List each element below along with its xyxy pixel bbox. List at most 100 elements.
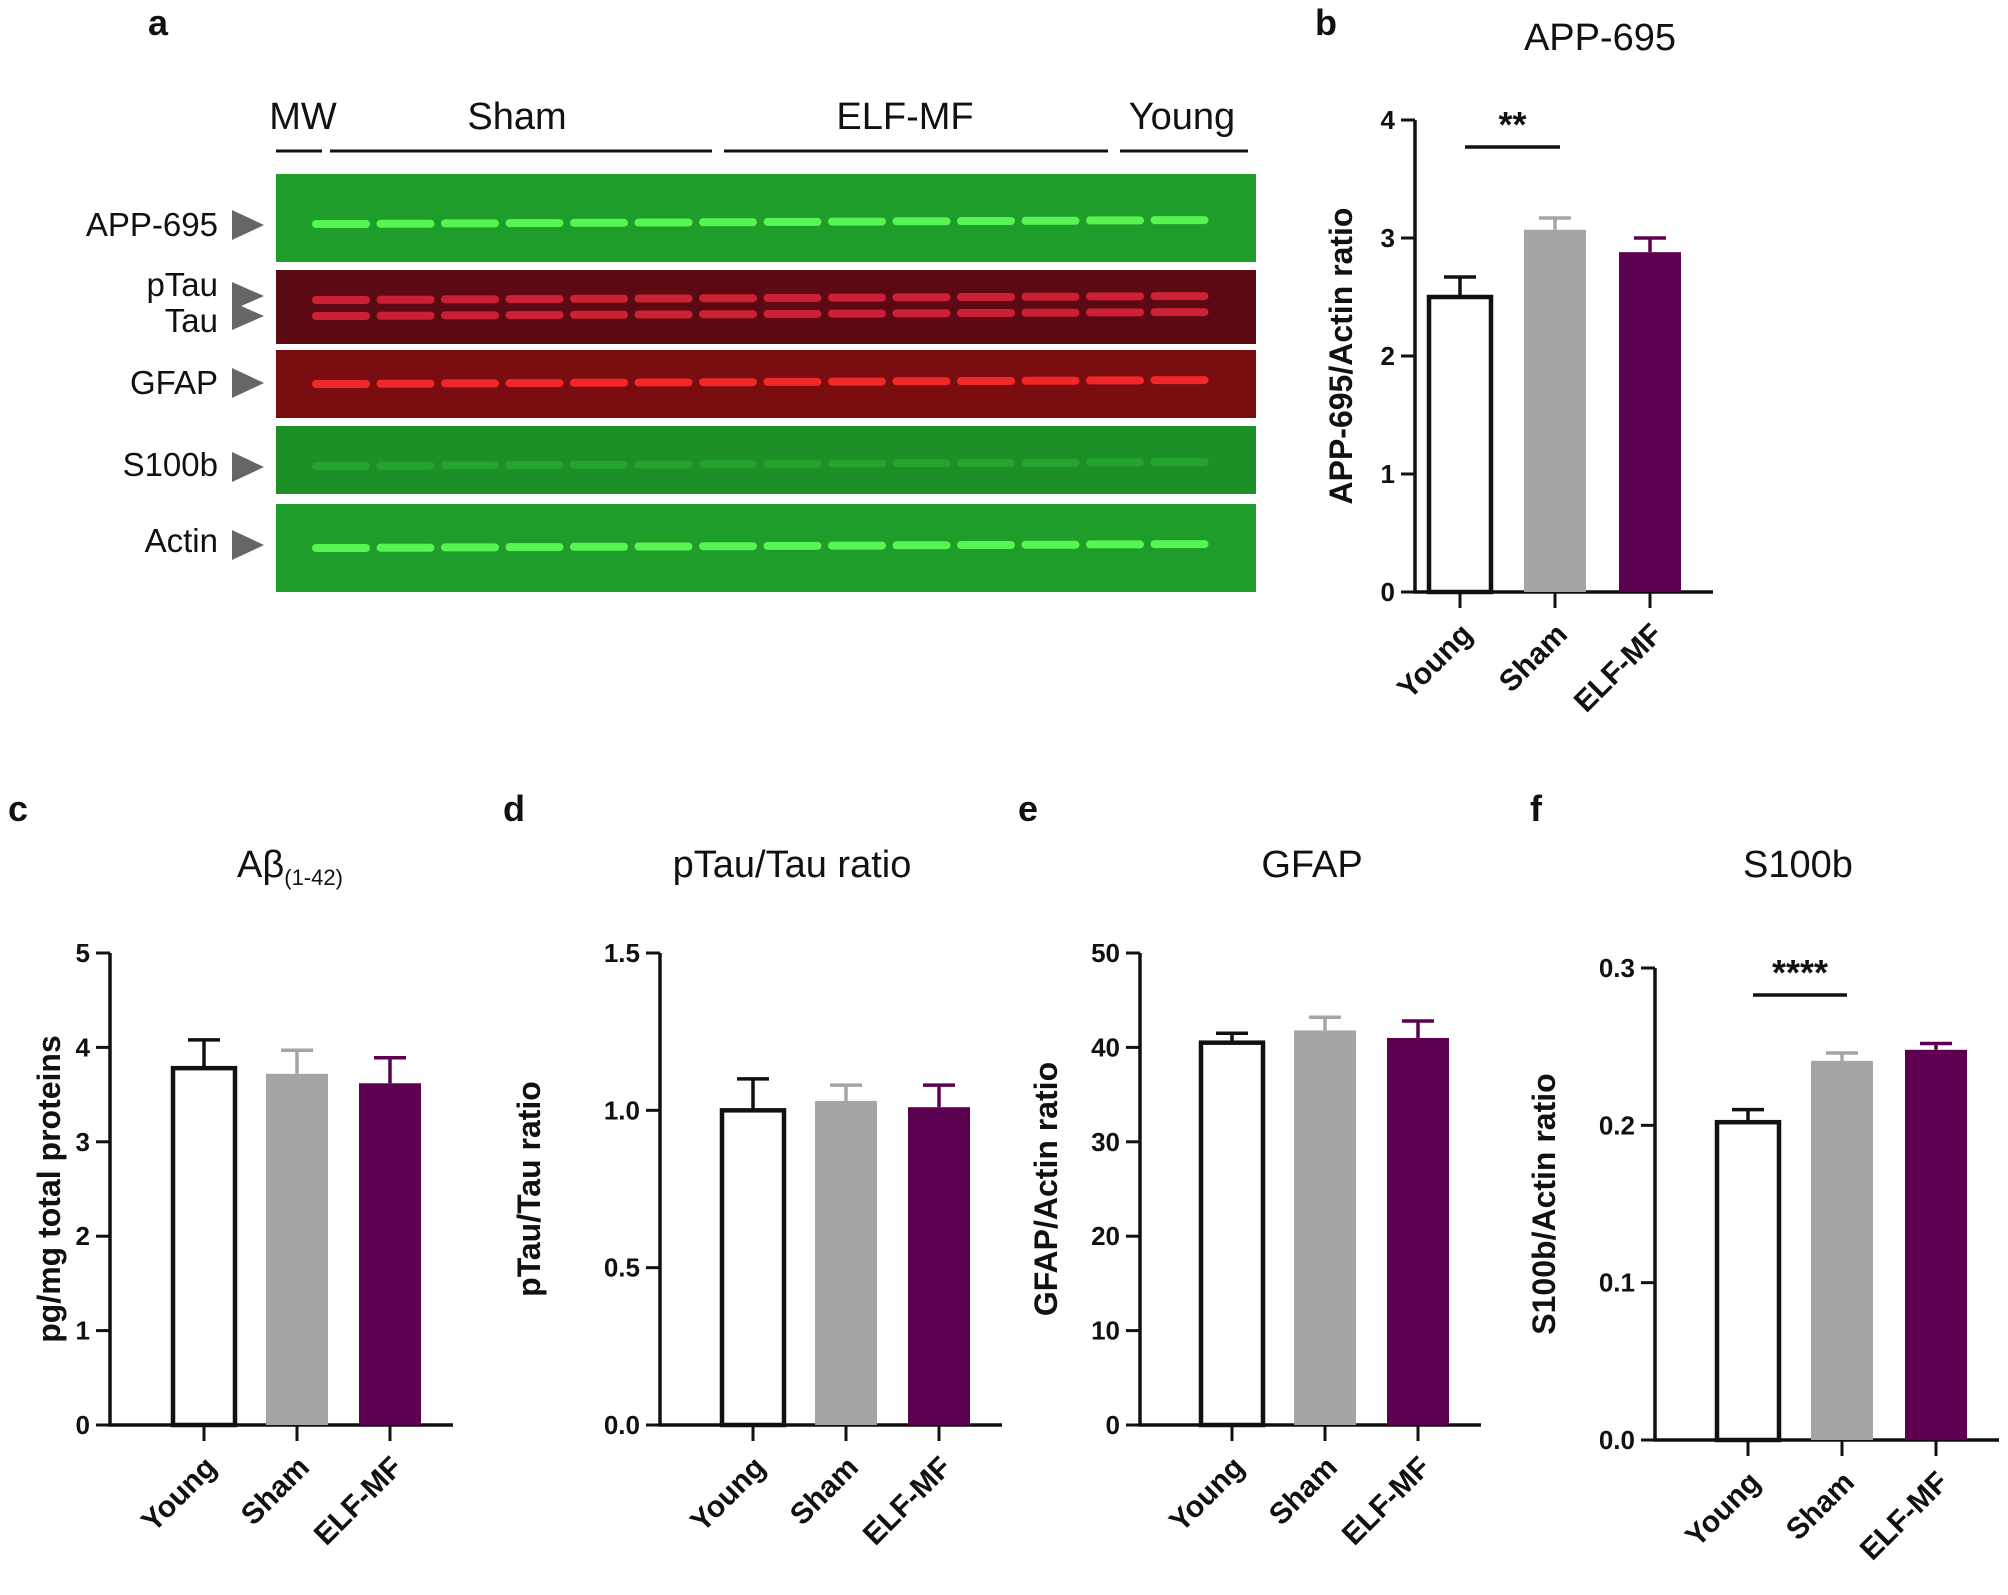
blot-band xyxy=(828,309,886,318)
blot-label-gfap: GFAP xyxy=(129,364,218,401)
blot-band xyxy=(1150,458,1209,467)
blot-band xyxy=(699,310,757,319)
x-tick-label: Young xyxy=(1391,618,1479,706)
y-tick-label: 1 xyxy=(1381,459,1395,489)
bar-sham xyxy=(815,1100,877,1425)
x-tick-label: ELF-MF xyxy=(857,1451,958,1552)
blot-band xyxy=(957,541,1015,549)
blot-band xyxy=(634,542,693,551)
blot-band xyxy=(376,543,435,552)
blot-band xyxy=(441,311,499,320)
blot-band xyxy=(892,377,951,386)
blot-band xyxy=(312,220,370,228)
bar-young xyxy=(1714,1119,1782,1443)
blot-band xyxy=(505,295,564,304)
y-tick-label: 0.0 xyxy=(604,1410,640,1440)
blot-label-tau: Tau xyxy=(164,302,218,339)
blot-band xyxy=(1086,458,1144,467)
blot-band xyxy=(441,219,499,228)
y-tick-label: 40 xyxy=(1091,1032,1120,1062)
chart-title: pTau/Tau ratio xyxy=(673,844,912,886)
y-axis-label: S100b/Actin ratio xyxy=(1526,1073,1562,1334)
blot-band xyxy=(957,377,1015,385)
blot-band xyxy=(957,309,1015,317)
blot-group-sham: Sham xyxy=(467,96,567,138)
blot-band xyxy=(312,544,370,552)
bar-sham xyxy=(1811,1060,1873,1440)
blot-band xyxy=(441,461,499,470)
blot-band xyxy=(763,377,822,386)
blot-band xyxy=(505,219,564,228)
blot-band xyxy=(441,543,499,552)
blot-band xyxy=(312,312,370,320)
blot-band xyxy=(892,541,951,550)
y-tick-label: 4 xyxy=(1381,105,1396,135)
blot-band xyxy=(1021,458,1080,467)
blot-band xyxy=(634,218,693,227)
bar-sham xyxy=(266,1073,328,1425)
blot-band xyxy=(828,217,886,226)
blot-band xyxy=(570,460,628,469)
y-tick-label: 0 xyxy=(1106,1410,1120,1440)
blot-band xyxy=(699,218,757,227)
blot-label-s100b: S100b xyxy=(122,446,218,483)
blot-band xyxy=(828,541,886,550)
blot-label-app695: APP-695 xyxy=(85,206,218,243)
y-tick-label: 0.2 xyxy=(1599,1110,1635,1140)
blot-arrows xyxy=(232,210,264,560)
blot-band xyxy=(957,217,1015,225)
blot-band xyxy=(505,461,564,470)
significance-stars: ** xyxy=(1498,104,1526,145)
blot-band xyxy=(570,310,628,319)
blot-band xyxy=(376,461,435,470)
bar-elf-mf xyxy=(1905,1049,1967,1440)
x-tick-label: Sham xyxy=(1263,1451,1344,1532)
blot-band xyxy=(828,377,886,386)
blot-band xyxy=(957,459,1015,467)
y-tick-label: 2 xyxy=(1381,341,1395,371)
y-tick-label: 0.0 xyxy=(1599,1425,1635,1455)
blot-band xyxy=(892,309,951,318)
y-tick-label: 5 xyxy=(76,938,90,968)
x-tick-label: Young xyxy=(135,1451,223,1539)
y-axis-label: APP-695/Actin ratio xyxy=(1323,208,1359,505)
blot-band xyxy=(1086,216,1144,225)
y-tick-label: 0.5 xyxy=(604,1253,640,1283)
y-tick-label: 0.1 xyxy=(1599,1268,1635,1298)
blot-band xyxy=(1021,376,1080,385)
blot-band xyxy=(570,378,628,387)
blot-band xyxy=(892,459,951,468)
y-tick-label: 1.5 xyxy=(604,938,640,968)
chart-title: APP-695 xyxy=(1524,17,1676,59)
bar-elf-mf xyxy=(359,1083,421,1425)
blot-band xyxy=(312,380,370,388)
blot-band xyxy=(828,459,886,468)
blot-band xyxy=(570,294,628,303)
blot-band xyxy=(763,217,822,226)
x-tick-label: ELF-MF xyxy=(1854,1466,1955,1567)
chart-ptau-tau: pTau/Tau ratio pTau/Tau ratio 0.0 0.5 1.0 1.5… xyxy=(511,844,1002,1552)
x-tick-label: Sham xyxy=(784,1451,865,1532)
blot-band xyxy=(699,460,757,469)
y-tick-label: 0.3 xyxy=(1599,953,1635,983)
blot-band xyxy=(1150,540,1209,549)
blot-band xyxy=(957,293,1015,301)
blot-band xyxy=(1150,216,1209,225)
arrow-app695-icon xyxy=(232,210,264,240)
y-tick-label: 2 xyxy=(76,1221,90,1251)
blot-band xyxy=(570,542,628,551)
blot-band xyxy=(763,459,822,468)
bar-elf-mf xyxy=(1387,1037,1449,1425)
blot-band xyxy=(505,379,564,388)
blot-band xyxy=(312,296,370,304)
x-tick-label: ELF-MF xyxy=(1568,618,1669,719)
bar-elf-mf xyxy=(908,1107,970,1425)
blot-band xyxy=(505,543,564,552)
x-tick-label: ELF-MF xyxy=(308,1451,409,1552)
y-tick-label: 3 xyxy=(76,1127,90,1157)
blot-band xyxy=(376,219,435,228)
blot-band xyxy=(312,462,370,470)
panel-label-e: e xyxy=(1018,788,1039,829)
blot-band xyxy=(763,541,822,550)
blot-band xyxy=(763,293,822,302)
